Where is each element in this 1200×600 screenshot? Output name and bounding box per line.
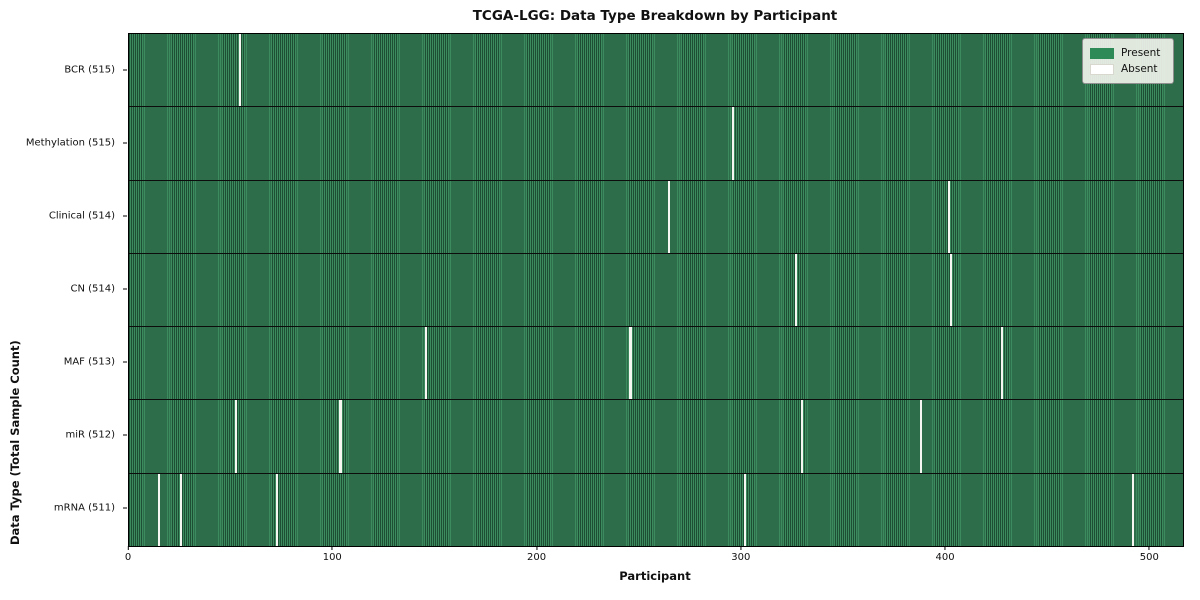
x-tick-label: 100 (322, 552, 342, 563)
absent-gap (239, 34, 242, 107)
absent-gap (425, 327, 428, 400)
y-tick-label: Methylation (515) (25, 137, 115, 149)
legend-entry-absent: Absent (1090, 61, 1165, 77)
x-tick-mark (1148, 546, 1150, 550)
absent-gap (743, 473, 747, 546)
x-axis-label: Participant (619, 569, 691, 583)
legend-entry-present: Present (1090, 45, 1165, 61)
y-tick-mark (123, 361, 127, 363)
absent-gap (1001, 327, 1004, 400)
x-tick-mark (944, 546, 946, 550)
y-tick-mark (123, 507, 127, 509)
absent-gap (794, 253, 798, 327)
y-tick-mark (123, 288, 127, 290)
x-tick-label: 300 (731, 552, 751, 563)
present-swatch-icon (1090, 47, 1114, 59)
x-tick: 400 (936, 546, 955, 563)
x-tick-label: 0 (124, 552, 132, 563)
absent-gap (668, 180, 671, 253)
x-tick-label: 200 (526, 552, 547, 563)
y-tick-mark (123, 69, 127, 71)
x-tick-label: 400 (935, 552, 955, 563)
y-tick-label: miR (512) (65, 429, 115, 441)
legend: Present Absent (1082, 38, 1174, 84)
y-axis-ticks: BCR (515) Methylation (515) Clinical (514)… (0, 33, 127, 545)
y-tick-mark (123, 215, 127, 217)
legend-label: Absent (1121, 63, 1158, 75)
data-row-methylation (129, 107, 1183, 181)
y-tick-mark (123, 434, 127, 436)
x-tick-label: 500 (1139, 552, 1159, 563)
data-row-cn (129, 253, 1183, 328)
y-tick-mark (123, 142, 127, 144)
x-tick: 100 (323, 546, 342, 563)
x-tick: 300 (731, 546, 750, 563)
x-tick-mark (127, 546, 129, 550)
absent-gap (919, 400, 922, 473)
x-tick: 200 (527, 546, 546, 563)
chart-title: TCGA-LGG: Data Type Breakdown by Partici… (472, 8, 838, 24)
data-row-maf (129, 327, 1183, 401)
x-tick-mark (536, 546, 538, 550)
plot-area (128, 33, 1184, 547)
data-row-mrna (129, 473, 1183, 546)
absent-gap (180, 473, 183, 546)
y-tick-label: CN (514) (70, 283, 115, 295)
y-tick-label: MAF (513) (63, 356, 115, 368)
absent-gap (276, 473, 279, 546)
absent-gap (801, 400, 804, 473)
x-tick: 500 (1140, 546, 1159, 563)
absent-gap (731, 107, 734, 180)
y-tick-label: mRNA (511) (53, 502, 115, 514)
x-tick: 0 (125, 546, 131, 563)
y-tick-label: BCR (515) (64, 64, 115, 76)
absent-gap (339, 400, 342, 473)
x-tick-mark (331, 546, 333, 550)
x-tick-mark (740, 546, 742, 550)
absent-gap (948, 180, 951, 253)
data-row-mir (129, 400, 1183, 474)
y-tick-label: Clinical (514) (48, 210, 115, 222)
data-row-bcr (129, 34, 1183, 108)
absent-gap (157, 473, 160, 546)
absent-gap (950, 253, 953, 327)
absent-gap (629, 327, 632, 400)
data-row-clinical (129, 180, 1183, 254)
x-axis-ticks: 0 100 200 300 400 500 (125, 546, 1182, 568)
absent-gap (235, 400, 238, 473)
legend-label: Present (1121, 47, 1161, 59)
absent-swatch-icon (1090, 63, 1114, 75)
absent-gap (1131, 473, 1135, 546)
